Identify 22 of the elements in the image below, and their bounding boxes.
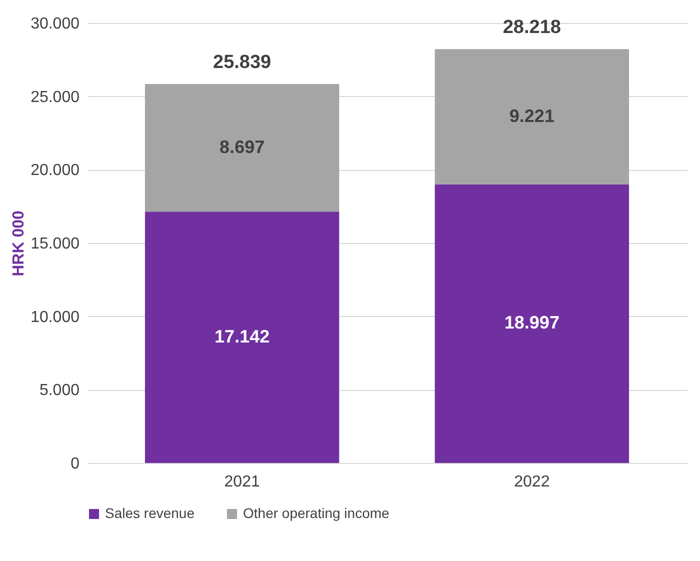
y-tick-label: 0 <box>70 456 80 472</box>
y-tick-label: 20.000 <box>30 162 80 180</box>
x-tick-label: 2022 <box>514 474 550 490</box>
bar <box>434 49 630 184</box>
legend-label: Other operating income <box>243 505 390 521</box>
y-tick-label: 10.000 <box>30 308 80 326</box>
data-label: 9.221 <box>509 106 554 126</box>
data-label: 18.997 <box>504 312 560 333</box>
y-tick-label: 5.000 <box>39 382 80 400</box>
x-tick-label: 2021 <box>224 474 260 490</box>
data-label: 17.142 <box>214 326 270 346</box>
total-label: 25.839 <box>213 52 272 74</box>
total-label: 28.218 <box>502 17 561 38</box>
y-tick-label: 25.000 <box>30 88 80 106</box>
bar <box>144 212 340 463</box>
bar <box>434 184 630 463</box>
bar <box>144 84 340 212</box>
y-tick-label: 30.000 <box>30 16 80 32</box>
legend-label: Sales revenue <box>105 505 195 521</box>
y-tick-label: 15.000 <box>30 236 80 252</box>
data-label: 8.697 <box>220 136 265 157</box>
y-axis-title: HRK 000 <box>10 210 28 276</box>
